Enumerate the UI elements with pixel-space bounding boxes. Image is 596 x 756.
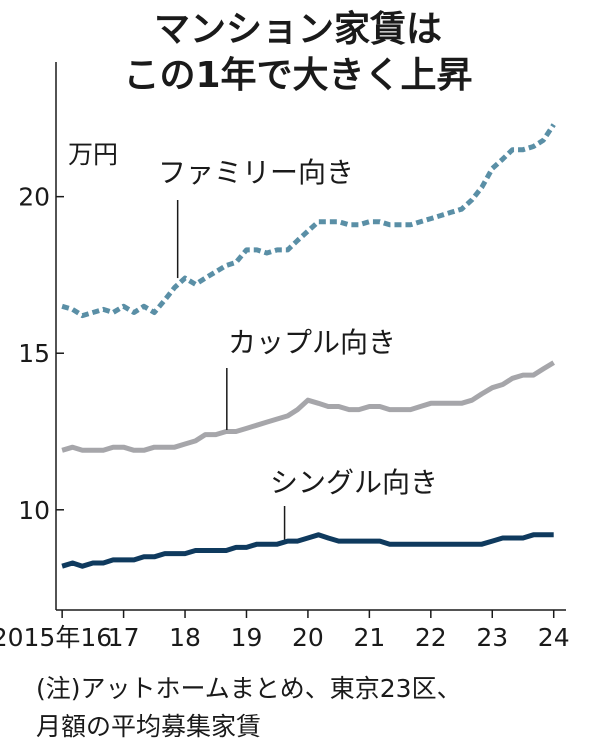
y-tick-label: 10 (18, 496, 50, 525)
y-tick-label: 15 (18, 339, 50, 368)
series-label-3: シングル向き (270, 466, 438, 499)
x-tick-label: 17 (108, 623, 140, 652)
source-note-line1: (注)アットホームまとめ、東京23区、 (36, 674, 462, 703)
x-tick-label: 24 (538, 623, 570, 652)
series-line-1 (61, 123, 556, 319)
x-tick-label: 19 (231, 623, 263, 652)
x-tick-label: 21 (353, 623, 385, 652)
x-tick-label: 18 (169, 623, 201, 652)
series-label-1: ファミリー向き (158, 156, 354, 189)
series-layer (61, 123, 556, 569)
x-tick-label: 22 (415, 623, 447, 652)
x-tick-label: 2015年16 (0, 623, 112, 652)
chart-title-line1: マンション家賃は (153, 9, 442, 50)
y-axis-unit-label: 万円 (68, 140, 118, 169)
x-tick-label: 23 (476, 623, 508, 652)
series-line-3 (61, 532, 554, 569)
source-note-line2: 月額の平均募集家賃 (36, 712, 262, 741)
y-tick-label: 20 (18, 183, 50, 212)
x-tick-label: 20 (292, 623, 324, 652)
chart-title-line2: この1年で大きく上昇 (123, 55, 473, 96)
series-label-2: カップル向き (228, 326, 396, 359)
series-line-2 (61, 360, 555, 453)
